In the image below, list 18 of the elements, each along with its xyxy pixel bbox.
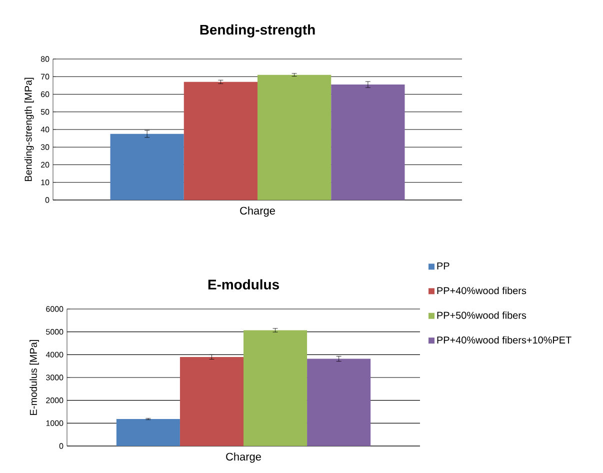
bar — [116, 419, 180, 446]
x-tick-label: Charge — [226, 452, 261, 463]
legend-label: PP+50%wood fibers — [437, 312, 526, 319]
legend-label: PP — [437, 262, 450, 270]
legend-label: PP+40%wood fibers+10%PET — [437, 336, 572, 344]
bar — [244, 330, 308, 446]
y-axis-title: E-modulus [MPa] — [30, 340, 39, 415]
legend-label: PP+40%wood fibers — [437, 286, 526, 294]
chart-title: E-modulus — [208, 279, 279, 290]
bar — [110, 134, 184, 200]
chart-title: Bending-strength — [200, 24, 315, 38]
x-tick-label: Charge — [240, 206, 275, 217]
bar — [331, 84, 405, 200]
y-axis-title: Bending-strength [MPa] — [24, 78, 34, 182]
bar — [258, 74, 332, 200]
bar — [184, 82, 258, 200]
bar — [180, 356, 244, 446]
bar — [307, 358, 371, 446]
